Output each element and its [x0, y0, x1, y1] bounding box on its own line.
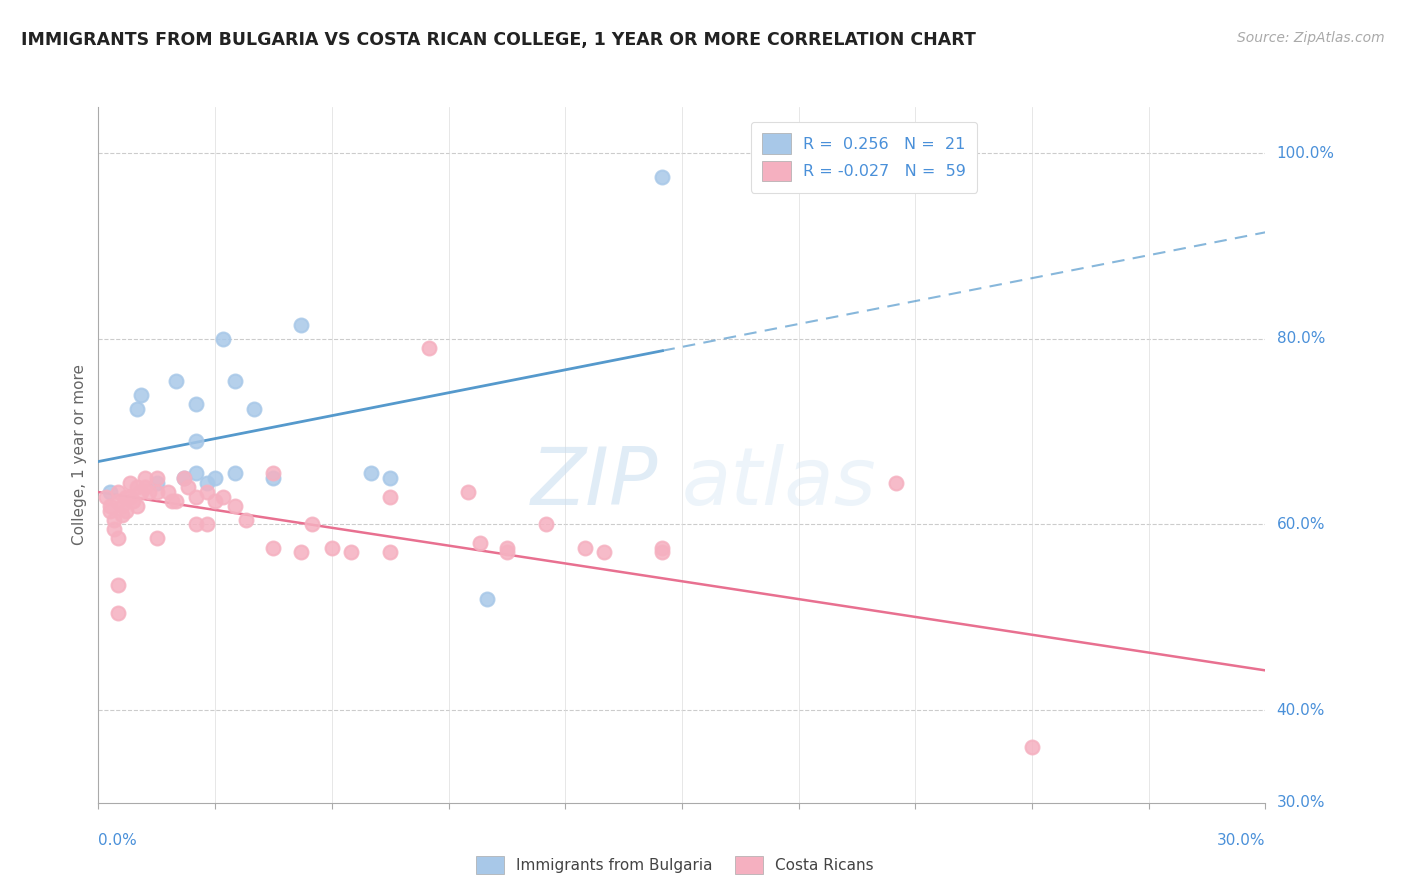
Point: [184, 434, 207, 448]
Point: [118, 490, 141, 504]
Point: [360, 467, 382, 481]
Point: [1274, 796, 1296, 810]
Point: [162, 494, 184, 508]
Point: [118, 475, 141, 490]
Point: [146, 475, 169, 490]
Point: [122, 494, 145, 508]
Point: [534, 517, 557, 532]
Point: [321, 541, 343, 555]
Point: [173, 471, 195, 485]
Point: [195, 485, 218, 500]
Point: [129, 485, 152, 500]
Point: [114, 503, 136, 517]
Y-axis label: College, 1 year or more: College, 1 year or more: [72, 365, 87, 545]
Point: [107, 532, 129, 546]
Point: [184, 490, 207, 504]
Point: [107, 578, 129, 592]
Point: [212, 490, 235, 504]
Point: [290, 318, 312, 332]
Point: [107, 494, 129, 508]
Text: 40.0%: 40.0%: [1277, 703, 1324, 717]
Text: 30.0%: 30.0%: [1218, 833, 1265, 848]
Point: [165, 374, 187, 388]
Point: [146, 532, 169, 546]
Point: [340, 545, 363, 559]
Point: [129, 387, 152, 401]
Point: [378, 545, 402, 559]
Legend: Immigrants from Bulgaria, Costa Ricans: Immigrants from Bulgaria, Costa Ricans: [470, 850, 880, 880]
Text: ZIP: ZIP: [531, 443, 658, 522]
Point: [98, 503, 121, 517]
Point: [262, 471, 284, 485]
Point: [134, 480, 156, 494]
Point: [195, 517, 218, 532]
Point: [235, 513, 257, 527]
Point: [157, 485, 180, 500]
Point: [146, 471, 169, 485]
Text: Source: ZipAtlas.com: Source: ZipAtlas.com: [1237, 31, 1385, 45]
Legend: R =  0.256   N =  21, R = -0.027   N =  59: R = 0.256 N = 21, R = -0.027 N = 59: [751, 122, 977, 193]
Text: 100.0%: 100.0%: [1277, 146, 1334, 161]
Point: [224, 467, 246, 481]
Point: [651, 541, 673, 555]
Point: [224, 499, 246, 513]
Point: [593, 545, 616, 559]
Point: [495, 545, 517, 559]
Point: [114, 490, 136, 504]
Text: 30.0%: 30.0%: [1277, 796, 1324, 810]
Point: [146, 485, 169, 500]
Point: [290, 545, 312, 559]
Text: 0.0%: 0.0%: [98, 833, 138, 848]
Point: [243, 401, 266, 416]
Point: [177, 480, 200, 494]
Point: [574, 541, 596, 555]
Point: [184, 467, 207, 481]
Point: [651, 169, 673, 184]
Point: [103, 522, 125, 536]
Point: [98, 485, 121, 500]
Point: [204, 494, 226, 508]
Point: [111, 499, 134, 513]
Point: [184, 397, 207, 411]
Point: [204, 471, 226, 485]
Text: atlas: atlas: [682, 443, 877, 522]
Point: [173, 471, 195, 485]
Point: [98, 499, 121, 513]
Point: [184, 517, 207, 532]
Text: 60.0%: 60.0%: [1277, 517, 1324, 532]
Point: [195, 475, 218, 490]
Text: IMMIGRANTS FROM BULGARIA VS COSTA RICAN COLLEGE, 1 YEAR OR MORE CORRELATION CHAR: IMMIGRANTS FROM BULGARIA VS COSTA RICAN …: [21, 31, 976, 49]
Point: [884, 475, 907, 490]
Point: [378, 490, 402, 504]
Point: [134, 471, 156, 485]
Point: [457, 485, 479, 500]
Point: [107, 485, 129, 500]
Text: 80.0%: 80.0%: [1277, 332, 1324, 346]
Point: [262, 541, 284, 555]
Point: [103, 513, 125, 527]
Point: [224, 374, 246, 388]
Point: [418, 341, 440, 355]
Point: [138, 485, 160, 500]
Point: [165, 494, 187, 508]
Point: [495, 541, 517, 555]
Point: [212, 332, 235, 346]
Point: [127, 401, 149, 416]
Point: [301, 517, 323, 532]
Point: [1021, 740, 1043, 755]
Point: [107, 606, 129, 620]
Point: [468, 536, 491, 550]
Point: [96, 490, 118, 504]
Point: [378, 471, 402, 485]
Point: [477, 591, 499, 606]
Point: [651, 545, 673, 559]
Point: [127, 499, 149, 513]
Point: [262, 467, 284, 481]
Point: [111, 508, 134, 523]
Point: [127, 480, 149, 494]
